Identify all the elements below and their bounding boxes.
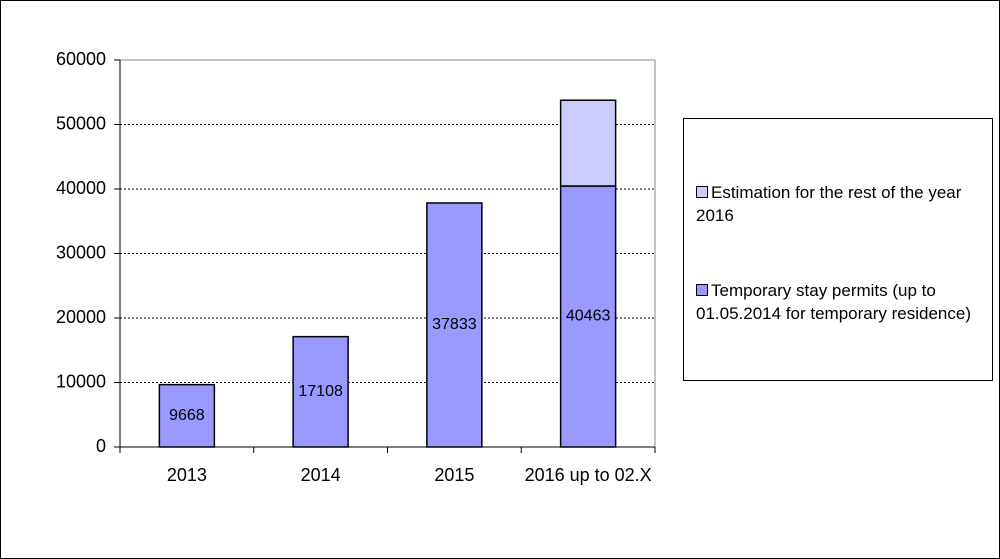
x-tick-label: 2013 — [166, 465, 207, 485]
legend-entry: Temporary stay permits (up to 01.05.2014… — [696, 279, 986, 325]
legend-label: Estimation for the rest of the year 2016 — [696, 183, 962, 225]
value-label: 37833 — [432, 316, 477, 333]
x-tick-label: 2014 — [300, 465, 341, 485]
y-tick-label: 0 — [96, 436, 106, 456]
value-label: 17108 — [298, 383, 343, 400]
y-tick-label: 20000 — [56, 307, 106, 327]
y-tick-label: 10000 — [56, 371, 106, 391]
y-tick-label: 60000 — [56, 49, 106, 69]
legend: Estimation for the rest of the year 2016… — [683, 118, 993, 381]
x-tick-label: 2015 — [434, 465, 475, 485]
legend-swatch — [696, 284, 708, 296]
bar — [559, 185, 617, 448]
bar — [426, 202, 483, 448]
y-tick-label: 40000 — [56, 178, 106, 198]
bar — [292, 335, 349, 448]
x-tick-label: 2016 up to 02.X — [524, 465, 652, 485]
y-tick-label: 50000 — [56, 113, 106, 133]
value-label: 9668 — [169, 407, 205, 424]
value-label: 40463 — [566, 308, 611, 325]
legend-swatch — [696, 186, 708, 198]
bar — [158, 383, 216, 448]
y-tick-label: 30000 — [56, 242, 106, 262]
legend-entry: Estimation for the rest of the year 2016 — [696, 181, 986, 227]
bar — [559, 99, 617, 187]
legend-label: Temporary stay permits (up to 01.05.2014… — [696, 281, 971, 323]
